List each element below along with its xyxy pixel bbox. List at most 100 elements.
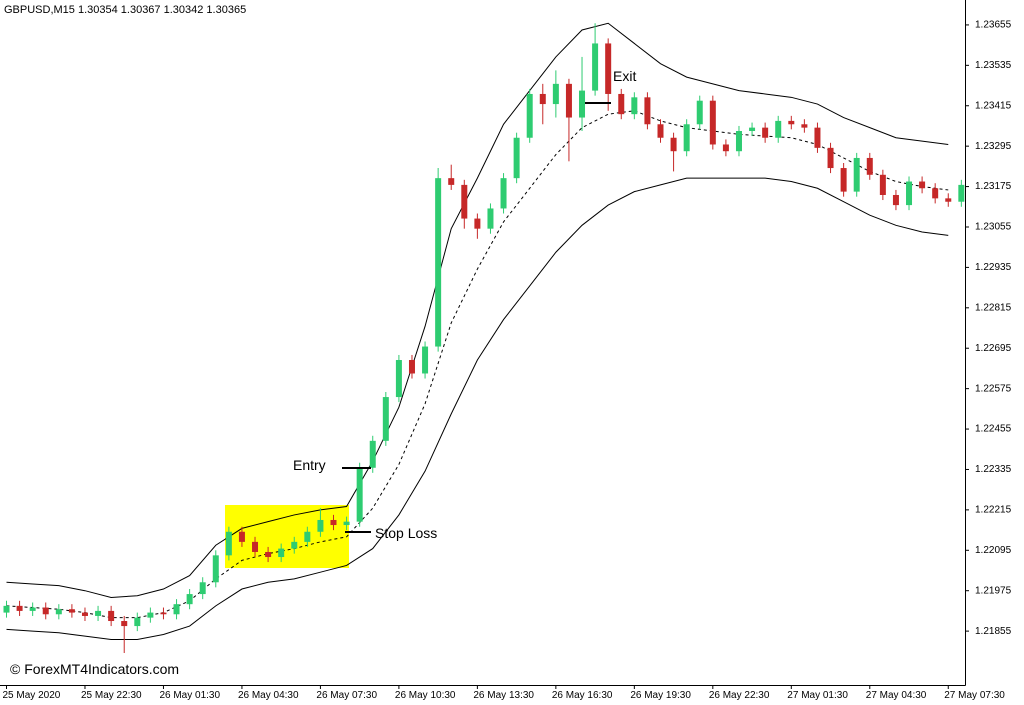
x-tick-label: 26 May 22:30 bbox=[709, 690, 770, 701]
candle-body bbox=[422, 346, 429, 374]
x-tick-label: 27 May 07:30 bbox=[944, 690, 1005, 701]
x-tick-label: 27 May 01:30 bbox=[787, 690, 848, 701]
candle-body bbox=[252, 541, 259, 552]
y-tick-label: 1.22095 bbox=[975, 545, 1012, 556]
candle-body bbox=[160, 612, 167, 615]
candle-body bbox=[526, 93, 533, 138]
y-tick-label: 1.23295 bbox=[975, 141, 1012, 152]
candle-body bbox=[121, 621, 128, 627]
stop-loss-label: Stop Loss bbox=[375, 525, 437, 541]
candle-body bbox=[579, 90, 586, 118]
exit-label: Exit bbox=[613, 68, 636, 84]
candle-body bbox=[749, 127, 756, 132]
x-tick-label: 25 May 22:30 bbox=[81, 690, 142, 701]
y-tick-label: 1.22935 bbox=[975, 262, 1012, 273]
candle-body bbox=[147, 612, 154, 618]
candle-body bbox=[657, 124, 664, 138]
candle-body bbox=[644, 97, 651, 125]
entry-label: Entry bbox=[293, 457, 326, 473]
y-tick-label: 1.22455 bbox=[975, 424, 1012, 435]
candle-body bbox=[212, 555, 219, 583]
candle-body bbox=[55, 609, 62, 615]
candle-body bbox=[919, 181, 926, 189]
candle-body bbox=[369, 440, 376, 468]
y-tick-label: 1.22335 bbox=[975, 464, 1012, 475]
candle-body bbox=[81, 612, 88, 616]
candle-body bbox=[722, 144, 729, 152]
candle-body bbox=[317, 519, 324, 532]
candle-body bbox=[775, 120, 782, 138]
chart-title: GBPUSD,M15 1.30354 1.30367 1.30342 1.303… bbox=[4, 4, 246, 16]
candle-body bbox=[68, 609, 75, 613]
candle-body bbox=[134, 617, 141, 627]
y-tick-label: 1.22695 bbox=[975, 343, 1012, 354]
candle-body bbox=[892, 194, 899, 206]
candle-body bbox=[448, 178, 455, 185]
candle-body bbox=[592, 43, 599, 91]
candle-body bbox=[382, 397, 389, 441]
candle-body bbox=[238, 531, 245, 542]
candle-body bbox=[199, 582, 206, 595]
band-lower bbox=[6, 177, 949, 641]
candle-body bbox=[866, 157, 873, 175]
candle-body bbox=[762, 127, 769, 138]
plot-area bbox=[3, 22, 965, 654]
x-tick-label: 27 May 04:30 bbox=[866, 690, 927, 701]
candle-body bbox=[186, 594, 193, 605]
y-tick-label: 1.21855 bbox=[975, 626, 1012, 637]
x-tick-label: 26 May 07:30 bbox=[316, 690, 377, 701]
candle-body bbox=[709, 100, 716, 145]
candle-body bbox=[95, 610, 102, 616]
candle-body bbox=[827, 147, 834, 169]
candle-body bbox=[801, 124, 808, 128]
candle-body bbox=[16, 605, 23, 611]
band-upper bbox=[6, 22, 949, 598]
watermark: © ForexMT4Indicators.com bbox=[10, 661, 179, 677]
candle-body bbox=[278, 548, 285, 558]
candle-body bbox=[631, 97, 638, 115]
candle-body bbox=[814, 127, 821, 148]
candle-body bbox=[42, 607, 49, 615]
x-tick-label: 25 May 2020 bbox=[3, 690, 61, 701]
x-tick-label: 26 May 04:30 bbox=[238, 690, 299, 701]
candle-body bbox=[605, 43, 612, 94]
candle-body bbox=[565, 83, 572, 118]
candle-body bbox=[552, 83, 559, 105]
candle-body bbox=[356, 467, 363, 522]
candle-body bbox=[840, 168, 847, 192]
candle-body bbox=[108, 610, 115, 622]
candle-body bbox=[474, 218, 481, 229]
candle-body bbox=[879, 174, 886, 195]
candle-body bbox=[906, 181, 913, 206]
candle-body bbox=[225, 531, 232, 556]
y-tick-label: 1.23655 bbox=[975, 20, 1012, 31]
candle-body bbox=[304, 531, 311, 542]
candle-body bbox=[3, 605, 10, 613]
x-tick-label: 26 May 13:30 bbox=[473, 690, 534, 701]
x-tick-label: 26 May 16:30 bbox=[552, 690, 613, 701]
candle-body bbox=[670, 137, 677, 152]
candle-body bbox=[945, 198, 952, 202]
y-tick-label: 1.23175 bbox=[975, 181, 1012, 192]
x-tick-label: 26 May 10:30 bbox=[395, 690, 456, 701]
candle-body bbox=[539, 93, 546, 105]
y-tick-label: 1.23415 bbox=[975, 100, 1012, 111]
y-tick-label: 1.21975 bbox=[975, 585, 1012, 596]
candle-body bbox=[330, 519, 337, 526]
candle-body bbox=[435, 178, 442, 347]
candle-body bbox=[461, 184, 468, 219]
candle-body bbox=[853, 157, 860, 192]
candle-body bbox=[958, 184, 965, 202]
y-tick-label: 1.23535 bbox=[975, 60, 1012, 71]
candle-body bbox=[265, 551, 272, 558]
candle-body bbox=[683, 124, 690, 152]
y-tick-label: 1.22815 bbox=[975, 302, 1012, 313]
candle-body bbox=[395, 360, 402, 398]
candle-body bbox=[696, 100, 703, 125]
highlight-zone bbox=[225, 505, 349, 568]
y-tick-label: 1.23055 bbox=[975, 222, 1012, 233]
candle-body bbox=[29, 607, 36, 611]
candle-body bbox=[173, 604, 180, 615]
